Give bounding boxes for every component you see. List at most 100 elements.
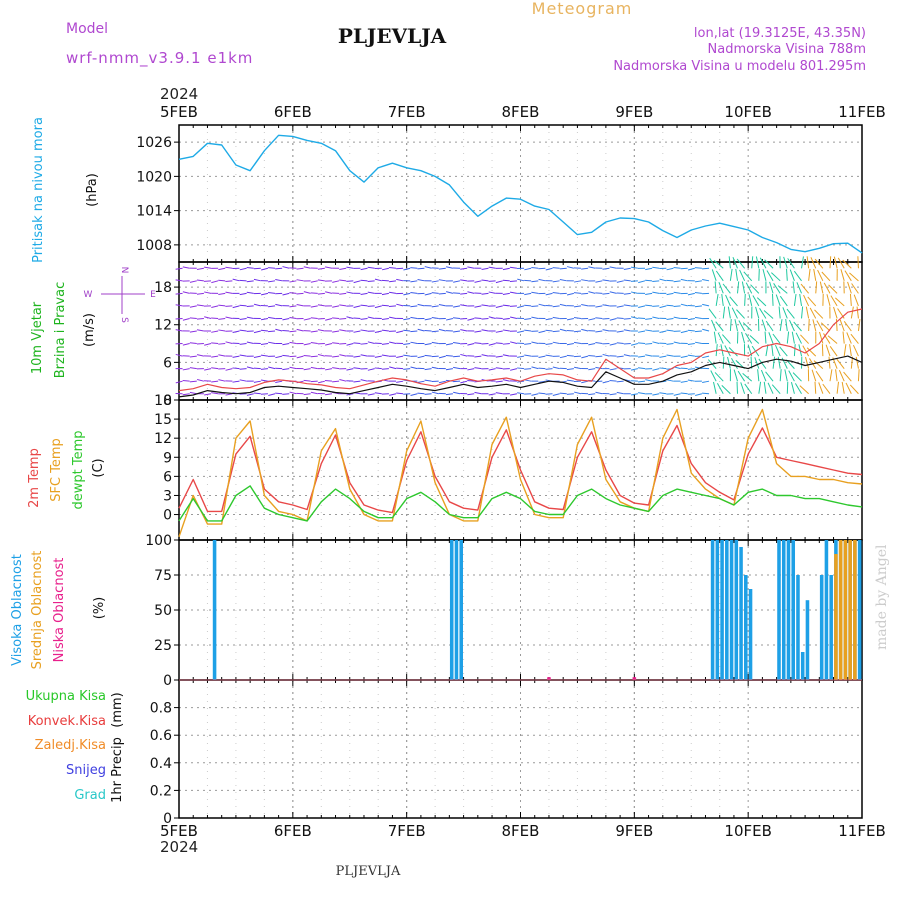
wind-arrow [282,317,290,321]
wind-arrow [595,317,603,319]
wind-arrow [645,267,653,271]
wind-arrow [446,291,454,294]
wind-arrow [718,281,724,294]
wind-arrow [453,292,461,294]
wind-arrow [189,317,197,319]
precip-legend-convective: Konvek.Kisa [28,714,106,729]
wind-arrow [438,267,446,270]
wind-arrow [566,343,574,346]
wind-arrow [246,266,254,269]
wind-arrow [581,304,589,307]
wind-arrow [260,343,269,346]
wind-arrow [296,267,304,270]
wind-arrow [761,319,767,332]
wind-arrow [538,367,546,370]
wind-arrow [381,267,389,271]
wind-arrow [417,392,425,395]
wind-arrow [488,368,496,371]
temp-ylabel-1: 2m Temp [27,448,42,508]
wind-arrow [793,344,796,357]
wind-arrow [467,266,475,269]
wind-arrow [851,283,859,294]
wind-arrow [694,267,702,269]
wind-arrow [410,316,418,319]
wind-arrow [481,354,489,357]
wind-arrow [838,369,845,382]
wind-arrow [445,266,454,269]
wind-arrow [225,341,233,345]
wind-arrow [239,343,247,345]
wind-arrow [645,317,653,320]
wind-arrow [766,270,774,282]
wind-arrow [268,366,276,370]
wind-arrow [204,316,212,319]
wind-arrow [853,294,859,307]
wind-arrow [424,343,432,346]
wind-arrow [595,366,603,370]
wind-arrow [332,355,340,358]
year-bottom: 2024 [160,838,198,856]
wind-arrow [410,366,418,370]
wind-arrow [381,343,389,345]
wind-arrow [732,256,738,269]
wind-arrow [225,393,233,396]
wind-arrow [811,369,817,382]
wind-arrow [289,330,297,333]
wind-arrow [189,367,197,370]
wind-arrow [260,317,269,321]
wind-arrow [474,355,482,358]
wind-arrow [474,367,482,370]
wind-arrow [645,304,653,307]
wind-arrow [815,370,824,382]
wind-key-north: N [119,267,129,274]
wind-arrow [218,267,226,271]
wind-arrow [253,330,261,334]
wind-arrow [566,329,574,332]
wind-arrow [189,355,197,358]
wind-arrow [812,319,817,332]
wind-arrow [771,344,774,357]
wind-arrow [260,379,269,382]
wind-arrow [616,280,624,283]
wind-arrow [757,369,760,382]
wind-arrow [645,343,653,345]
wind-arrow [566,292,574,296]
wind-arrow [566,266,574,269]
wind-arrow [268,316,276,319]
wind-arrow [763,310,774,319]
wind-arrow [388,280,397,283]
wind-arrow [396,380,404,383]
y-tick-label: 100 [145,533,172,549]
wind-arrow [673,305,681,308]
wind-arrow [424,379,432,382]
wind-arrow [673,316,681,319]
wind-arrow [189,305,197,308]
wind-arrow [566,379,574,382]
wind-arrow [857,369,860,382]
wind-arrow [552,330,560,333]
wind-arrow [332,367,340,370]
wind-arrow [727,306,731,319]
temp-ylabel-3: dewpt Temp [71,430,86,509]
wind-arrow [332,280,340,283]
wind-arrow [502,354,510,357]
wind-arrow [453,317,461,319]
date-label-bottom: 7FEB [388,822,426,840]
wind-arrow [303,355,311,357]
wind-arrow [531,366,539,370]
wind-arrow [809,307,817,319]
y-tick-label: 18 [154,280,172,296]
wind-arrow [232,367,240,370]
wind-arrow [785,319,788,332]
wind-arrow [666,354,674,357]
wind-arrow [749,335,760,344]
high-cloud-bar [715,540,720,680]
wind-arrow [509,393,518,396]
wind-arrow [389,393,397,396]
model-elevation-label: Nadmorska Visina u modelu 801.295m [613,59,866,74]
wind-arrow [666,267,674,271]
wind-arrow [566,368,574,371]
wind-arrow [460,304,468,307]
date-label-bottom: 9FEB [615,822,653,840]
wind-arrow [687,343,695,346]
